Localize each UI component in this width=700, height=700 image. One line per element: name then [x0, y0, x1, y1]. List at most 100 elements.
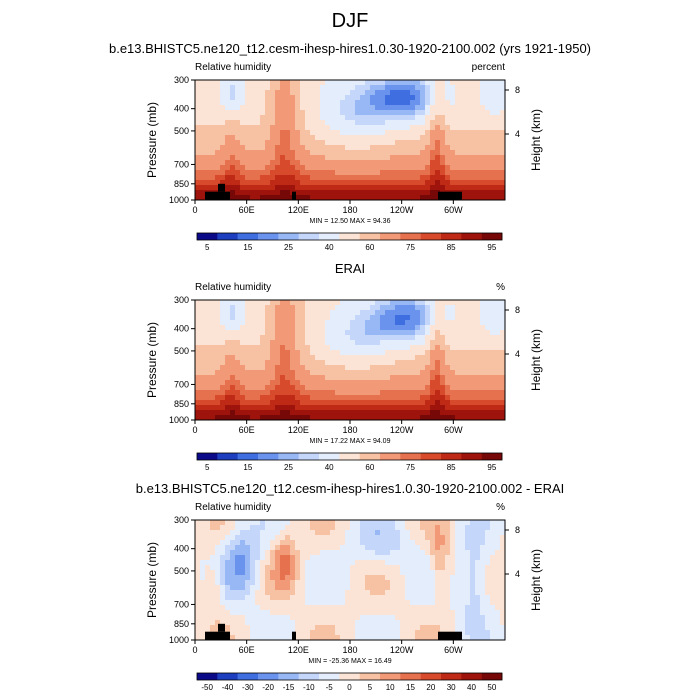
heatmap-cell — [270, 90, 276, 96]
heatmap-cell — [435, 585, 441, 591]
heatmap-cell — [225, 105, 231, 111]
heatmap-cell — [255, 565, 261, 571]
heatmap-cell — [485, 630, 491, 636]
heatmap-cell — [305, 325, 311, 331]
heatmap-cell — [210, 140, 216, 146]
heatmap-cell — [480, 340, 486, 346]
heatmap-cell — [395, 175, 401, 181]
heatmap-cell — [200, 530, 206, 536]
heatmap-cell — [195, 410, 201, 416]
heatmap-cell — [480, 590, 486, 596]
heatmap-cell — [340, 615, 346, 621]
heatmap-cell — [250, 300, 256, 306]
colorbar-swatch — [461, 673, 482, 680]
heatmap-cell — [215, 335, 221, 341]
heatmap-cell — [290, 130, 296, 136]
heatmap-cell — [235, 130, 241, 136]
heatmap-cell — [410, 135, 416, 141]
heatmap-cell — [195, 135, 201, 141]
heatmap-cell — [325, 525, 331, 531]
heatmap-cell — [240, 390, 246, 396]
heatmap-cell — [380, 605, 386, 611]
heatmap-cell — [435, 620, 441, 626]
heatmap-cell — [440, 540, 446, 546]
heatmap-cell — [345, 580, 351, 586]
heatmap-cell — [445, 310, 451, 316]
heatmap-cell — [290, 395, 296, 401]
heatmap-cell — [285, 100, 291, 106]
heatmap-cell — [450, 365, 456, 371]
heatmap-cell — [375, 90, 381, 96]
heatmap-cell — [265, 415, 271, 421]
heatmap-cell — [345, 160, 351, 166]
heatmap-cell — [300, 620, 306, 626]
heatmap-cell — [285, 90, 291, 96]
heatmap-cell — [360, 105, 366, 111]
heatmap-cell — [250, 145, 256, 151]
heatmap-cell — [295, 320, 301, 326]
heatmap-cell — [210, 115, 216, 121]
heatmap-cell — [255, 400, 261, 406]
heatmap-cell — [485, 350, 491, 356]
heatmap-cell — [390, 625, 396, 631]
heatmap-cell — [450, 580, 456, 586]
heatmap-cell — [435, 310, 441, 316]
heatmap-cell — [355, 555, 361, 561]
heatmap-cell — [320, 365, 326, 371]
heatmap-cell — [480, 540, 486, 546]
heatmap-cell — [465, 580, 471, 586]
heatmap-cell — [340, 595, 346, 601]
heatmap-cell — [275, 300, 281, 306]
heatmap-cell — [330, 355, 336, 361]
heatmap-cell — [390, 380, 396, 386]
heatmap-cell — [470, 80, 476, 86]
heatmap-cell — [280, 90, 286, 96]
heatmap-cell — [250, 605, 256, 611]
heatmap-cell — [370, 105, 376, 111]
heatmap-cell — [275, 125, 281, 131]
heatmap-cell — [220, 305, 226, 311]
heatmap-cell — [320, 175, 326, 181]
heatmap-cell — [320, 300, 326, 306]
heatmap-cell — [410, 100, 416, 106]
heatmap-field — [195, 520, 506, 641]
heatmap-cell — [365, 130, 371, 136]
heatmap-cell — [360, 135, 366, 141]
heatmap-cell — [330, 130, 336, 136]
heatmap-cell — [250, 315, 256, 321]
heatmap-cell — [240, 130, 246, 136]
heatmap-cell — [270, 535, 276, 541]
heatmap-cell — [395, 80, 401, 86]
heatmap-cell — [280, 630, 286, 636]
heatmap-cell — [365, 360, 371, 366]
heatmap-cell — [420, 145, 426, 151]
heatmap-cell — [265, 310, 271, 316]
heatmap-cell — [455, 155, 461, 161]
heatmap-cell — [315, 555, 321, 561]
heatmap-cell — [240, 615, 246, 621]
heatmap-cell — [315, 140, 321, 146]
heatmap-cell — [345, 405, 351, 411]
heatmap-cell — [325, 180, 331, 186]
heatmap-cell — [420, 105, 426, 111]
heatmap-cell — [240, 190, 246, 196]
heatmap-cell — [245, 320, 251, 326]
heatmap-cell — [225, 90, 231, 96]
heatmap-cell — [475, 580, 481, 586]
heatmap-cell — [475, 170, 481, 176]
heatmap-cell — [280, 405, 286, 411]
heatmap-cell — [495, 365, 501, 371]
heatmap-cell — [450, 115, 456, 121]
heatmap-cell — [300, 520, 306, 526]
heatmap-cell — [220, 570, 226, 576]
heatmap-cell — [210, 320, 216, 326]
heatmap-cell — [410, 365, 416, 371]
heatmap-cell — [385, 545, 391, 551]
heatmap-cell — [440, 115, 446, 121]
colorbar-swatch — [481, 673, 503, 680]
heatmap-cell — [395, 190, 401, 196]
heatmap-cell — [230, 80, 236, 86]
heatmap-cell — [445, 605, 451, 611]
heatmap-cell — [430, 150, 436, 156]
